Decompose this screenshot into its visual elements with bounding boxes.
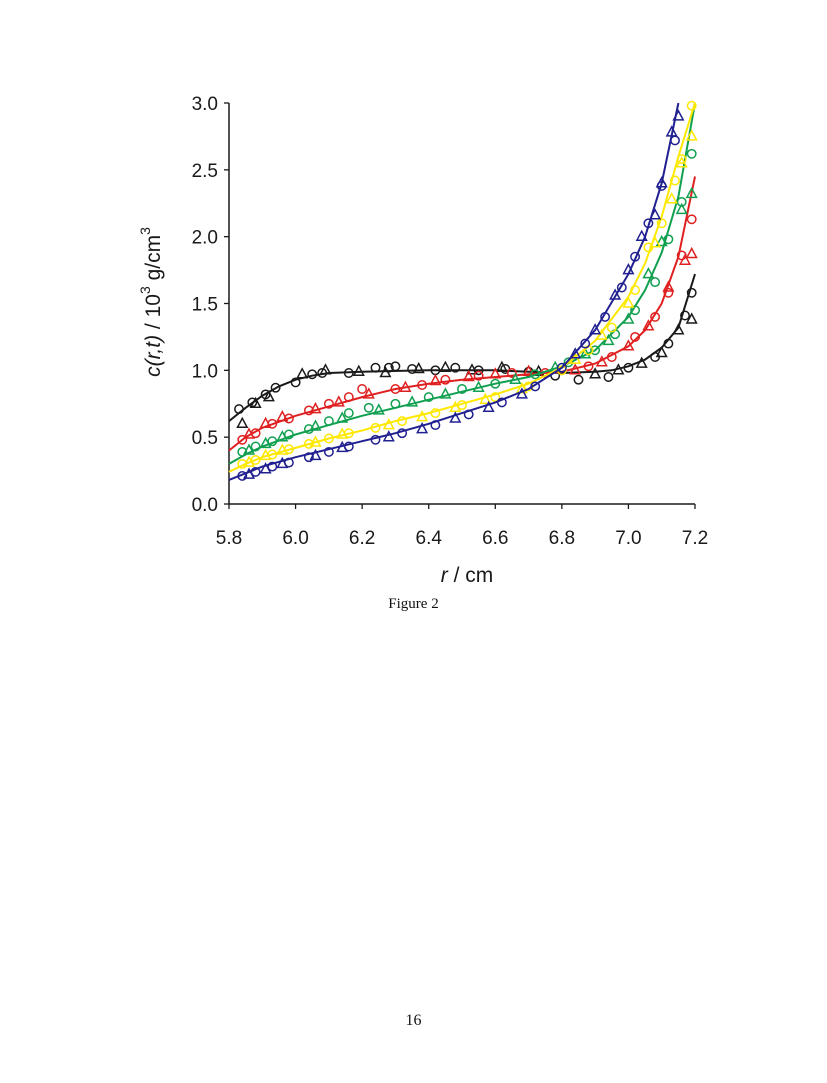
y-tick-label: 1.0 — [192, 361, 218, 382]
x-tick-label: 6.8 — [549, 528, 575, 549]
series — [229, 103, 683, 480]
axes: 5.8 6.0 6.2 6.4 6.6 6.8 7.0 7.2 0.0 0.5 1.0 1.5 2.0 2… — [192, 94, 709, 549]
x-tick-label: 6.0 — [282, 528, 308, 549]
x-axis-title: r / cm — [441, 564, 494, 587]
data-point-circle — [574, 376, 582, 384]
data-point-circle — [325, 417, 333, 425]
data-point-circle — [345, 409, 353, 417]
x-tick-label: 6.2 — [349, 528, 375, 549]
y-tick-label: 2.5 — [192, 161, 218, 182]
data-point-circle — [371, 436, 379, 444]
data-point-triangle — [238, 418, 248, 427]
y-tick-label: 1.5 — [192, 295, 218, 316]
y-axis-title: c(r,t) / 103 g/cm3 — [137, 227, 165, 377]
data-point-circle — [688, 150, 696, 158]
page-number: 16 — [0, 1012, 827, 1030]
y-tick-label: 3.0 — [192, 94, 218, 115]
x-tick-label: 5.8 — [216, 528, 242, 549]
y-tick-label: 0.0 — [192, 495, 218, 516]
data-point-triangle — [687, 249, 697, 258]
x-tick-label: 6.4 — [416, 528, 443, 549]
data-point-circle — [391, 400, 399, 408]
y-tick-label: 2.0 — [192, 228, 218, 249]
data-point-circle — [671, 136, 679, 144]
figure-caption: Figure 2 — [0, 596, 827, 613]
data-point-circle — [688, 215, 696, 223]
x-tick-label: 6.6 — [482, 528, 508, 549]
data-point-circle — [651, 278, 659, 286]
series-layer — [229, 102, 697, 481]
data-point-triangle — [674, 325, 684, 334]
data-point-triangle — [624, 314, 634, 323]
data-point-circle — [358, 385, 366, 393]
series-line — [229, 103, 678, 480]
data-point-triangle — [297, 369, 307, 378]
data-point-circle — [365, 404, 373, 412]
series-line — [229, 103, 695, 472]
data-point-triangle — [677, 204, 687, 213]
y-tick-label: 0.5 — [192, 428, 218, 449]
x-tick-label: 7.2 — [682, 528, 708, 549]
x-tick-label: 7.0 — [615, 528, 641, 549]
data-point-triangle — [590, 369, 600, 378]
data-point-circle — [431, 409, 439, 417]
data-point-circle — [398, 429, 406, 437]
data-point-circle — [604, 373, 612, 381]
